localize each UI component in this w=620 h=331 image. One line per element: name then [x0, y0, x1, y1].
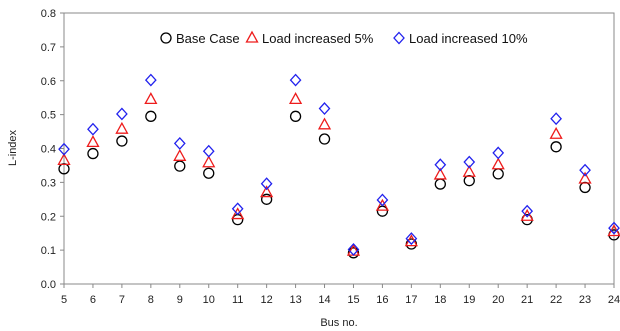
legend-marker-diamond	[393, 31, 405, 45]
y-tick-label: 0.4	[41, 144, 56, 156]
y-tick-label: 0.6	[41, 76, 56, 88]
x-tick-label: 17	[405, 294, 417, 306]
x-tick-label: 13	[289, 294, 301, 306]
y-tick-label: 0.8	[41, 8, 56, 20]
data-point-circle	[550, 141, 562, 153]
x-tick-label: 22	[550, 294, 562, 306]
data-point-circle	[289, 110, 302, 122]
data-point-diamond	[318, 102, 331, 115]
plot-area	[63, 12, 615, 285]
data-point-diamond	[463, 155, 476, 169]
y-tick-label: 0.3	[41, 177, 56, 189]
legend-label: Load increased 10%	[409, 31, 528, 46]
data-point-diamond	[579, 163, 591, 177]
data-point-triangle	[260, 185, 274, 198]
data-point-circle	[260, 193, 273, 205]
data-point-diamond	[434, 158, 447, 172]
legend: Base Case Load increased 5% Load increased…	[160, 30, 528, 46]
data-point-diamond	[202, 144, 215, 158]
y-tick-label: 0.5	[41, 110, 56, 122]
x-tick-label: 18	[434, 294, 446, 306]
x-axis: 5 6 7 8 9 10 11 12 13 14 15 16 17 18 19 20 21 22 23 24	[61, 284, 620, 306]
data-point-circle	[116, 135, 128, 147]
data-markers	[57, 73, 620, 259]
legend-marker-triangle	[245, 30, 259, 43]
data-point-triangle	[549, 126, 563, 139]
data-point-circle	[87, 147, 99, 160]
data-point-triangle	[173, 148, 187, 161]
x-tick-label: 15	[347, 294, 359, 306]
series-load-increased-10	[58, 73, 620, 256]
legend-label: Load increased 5%	[262, 31, 374, 46]
data-point-diamond	[231, 202, 244, 216]
x-tick-label: 21	[521, 294, 533, 306]
x-tick-label: 12	[261, 294, 273, 306]
legend-label: Base Case	[176, 31, 240, 46]
data-point-diamond	[492, 146, 505, 160]
data-point-circle	[347, 247, 360, 259]
y-tick-label: 0.2	[41, 211, 56, 223]
x-tick-label: 20	[492, 294, 504, 306]
y-tick-label: 0.0	[41, 279, 56, 291]
data-point-triangle	[231, 207, 245, 220]
data-point-triangle	[578, 171, 592, 184]
x-tick-label: 23	[579, 294, 591, 306]
data-point-circle	[174, 160, 186, 172]
data-point-triangle	[375, 198, 390, 211]
data-point-circle	[145, 110, 157, 122]
legend-marker-circle	[160, 32, 172, 44]
y-tick-label: 0.7	[41, 42, 56, 54]
data-point-diamond	[376, 193, 389, 207]
x-tick-label: 5	[61, 294, 67, 306]
x-tick-label: 7	[119, 294, 125, 306]
data-point-triangle	[491, 157, 505, 170]
data-point-diamond	[260, 177, 273, 191]
x-tick-label: 16	[376, 294, 388, 306]
data-point-diamond	[289, 73, 302, 87]
data-point-triangle	[520, 208, 534, 221]
data-point-diamond	[87, 122, 99, 136]
data-point-diamond	[608, 221, 620, 235]
y-axis-title: L-index	[7, 129, 19, 166]
x-tick-label: 9	[177, 294, 183, 306]
data-point-triangle	[433, 167, 447, 180]
data-point-triangle	[462, 164, 476, 177]
data-point-triangle	[115, 121, 129, 134]
data-point-triangle	[144, 92, 158, 105]
data-point-triangle	[86, 135, 100, 148]
data-point-triangle	[317, 117, 332, 130]
x-tick-label: 6	[90, 294, 96, 306]
data-point-diamond	[347, 242, 360, 256]
x-tick-label: 8	[148, 294, 154, 306]
x-tick-label: 11	[232, 294, 243, 306]
x-axis-title: Bus no.	[320, 317, 357, 329]
x-tick-label: 10	[203, 294, 215, 306]
data-point-diamond	[405, 232, 418, 246]
data-point-diamond	[173, 136, 186, 150]
x-tick-label: 24	[608, 294, 620, 306]
data-point-circle	[318, 133, 331, 145]
x-tick-label: 14	[318, 294, 330, 306]
y-axis: 0.0 0.1 0.2 0.3 0.4 0.5 0.6 0.7 0.8	[41, 8, 64, 291]
series-load-increased-5	[57, 92, 620, 256]
data-point-diamond	[521, 204, 534, 218]
data-point-circle	[203, 167, 215, 179]
data-point-diamond	[116, 107, 128, 121]
data-point-triangle	[57, 153, 71, 166]
data-point-triangle	[288, 92, 303, 105]
y-tick-label: 0.1	[41, 245, 56, 257]
data-point-triangle	[202, 155, 216, 168]
x-tick-label: 19	[463, 294, 475, 306]
data-point-diamond	[58, 142, 70, 156]
data-point-diamond	[550, 112, 562, 126]
data-point-diamond	[144, 73, 157, 87]
